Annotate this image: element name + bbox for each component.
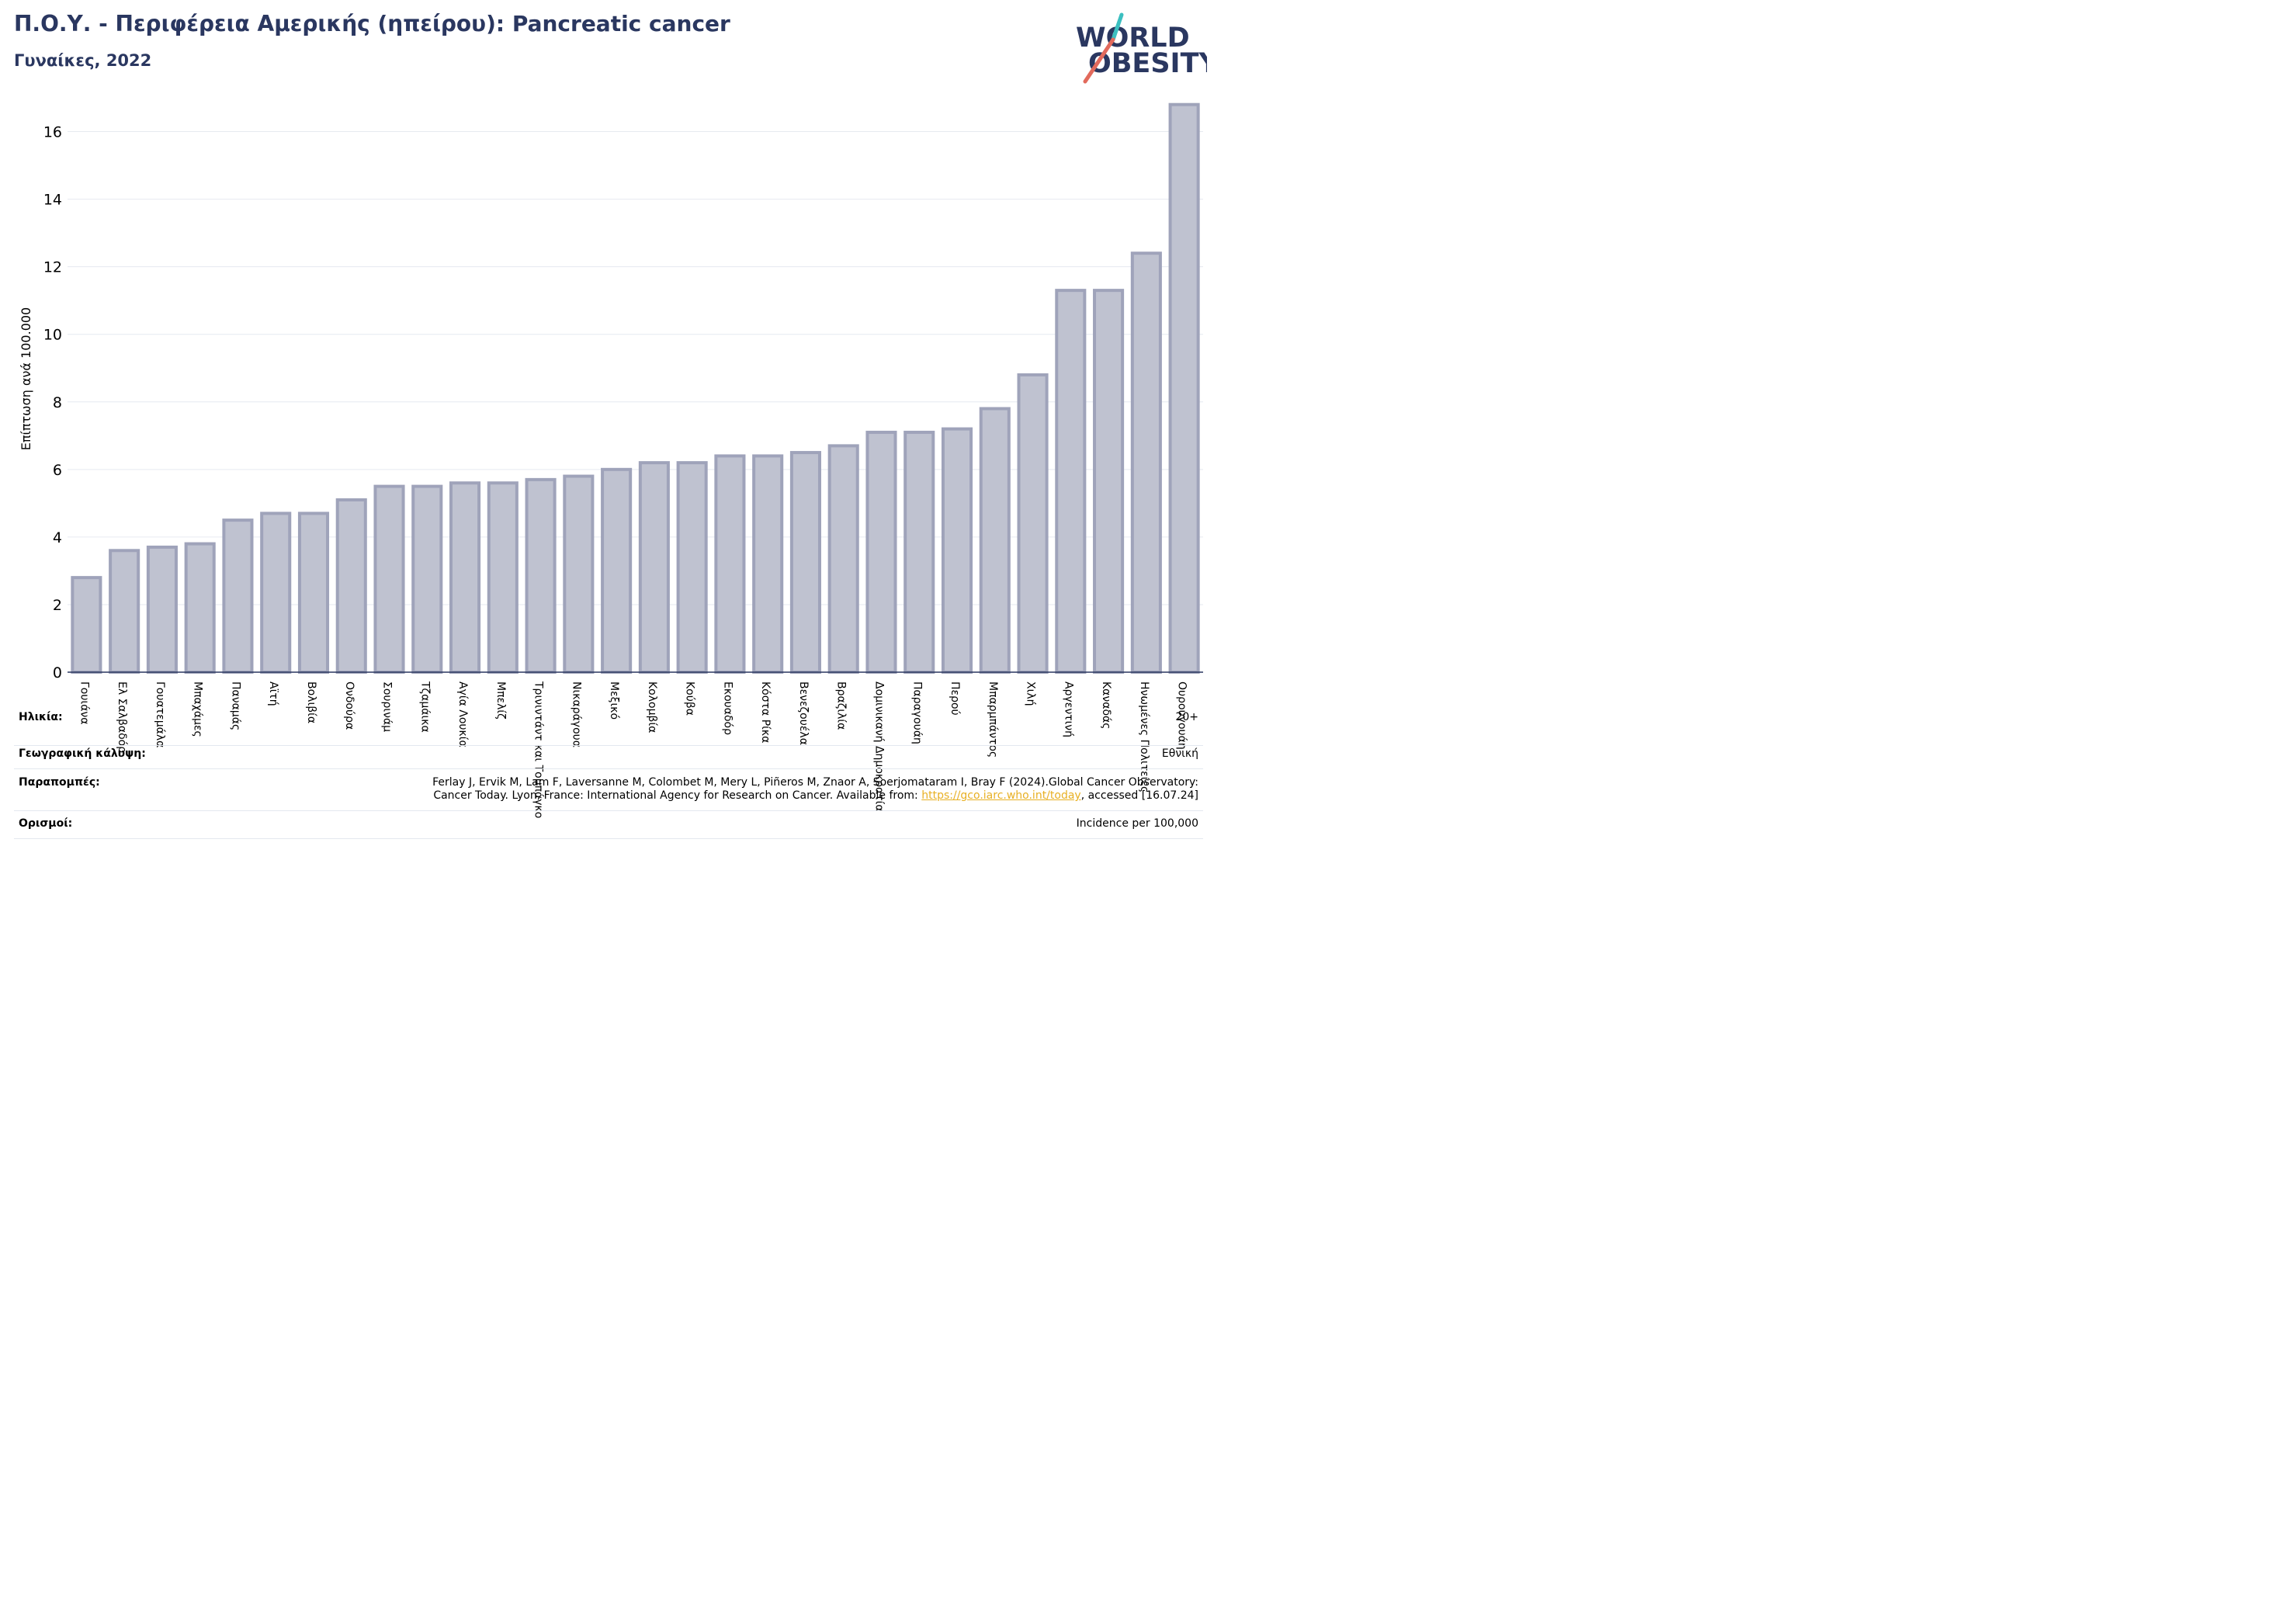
bars: [71, 102, 1200, 675]
bar: [941, 427, 973, 675]
x-tick-label: Ελ Σαλβαδόρ: [116, 681, 128, 753]
bar: [1130, 251, 1162, 674]
x-tick-label: Νικαράγουα: [570, 681, 582, 747]
bar: [789, 451, 821, 674]
bar: [1168, 102, 1200, 675]
x-tick-label: Μεξικό: [608, 681, 620, 720]
x-tick-label: Τζαμάικα: [418, 681, 431, 733]
logo-text-world: WORLD: [1076, 23, 1190, 54]
bar: [411, 484, 443, 675]
x-tick-label: Παραγουάη: [910, 681, 923, 744]
x-tick-label: Σουρινάμ: [381, 681, 394, 732]
references-value: Ferlay J, Ervik M, Lam F, Laversanne M, …: [432, 776, 1198, 803]
y-tick-label: 16: [43, 124, 62, 141]
bar: [109, 549, 140, 675]
bar: [449, 481, 481, 674]
bar: [335, 498, 367, 674]
x-tick-label: Περού: [949, 681, 961, 716]
bar: [146, 545, 178, 674]
references-link[interactable]: https://gco.iarc.who.int/today: [921, 789, 1081, 802]
y-tick-label: 0: [53, 664, 62, 681]
bar: [714, 454, 746, 674]
x-tick-label: Ουρουγουάη: [1176, 681, 1188, 750]
coverage-label: Γεωγραφική κάλυψη:: [19, 747, 146, 760]
bar: [487, 481, 519, 674]
x-tick-label: Κούβα: [684, 681, 696, 716]
x-tick-label: Τρινιντάντ και Τομπάγκο: [532, 681, 545, 818]
age-value: 20+: [1175, 711, 1198, 723]
y-tick-label: 10: [43, 327, 62, 344]
bar: [752, 454, 784, 674]
chart-title: Π.Ο.Υ. - Περιφέρεια Αμερικής (ηπείρου): …: [14, 11, 730, 36]
logo-slash-teal: [1111, 12, 1124, 42]
x-tick-label: Ηνωμένες Πολιτείες: [1138, 681, 1150, 792]
chart-subtitle: Γυναίκες, 2022: [14, 51, 152, 70]
coverage-value: Εθνική: [1161, 747, 1198, 760]
bar: [184, 542, 216, 675]
references-line-1: Ferlay J, Ervik M, Lam F, Laversanne M, …: [432, 776, 1198, 789]
bar: [903, 430, 935, 674]
bar: [1017, 373, 1049, 674]
x-tick-label: Μπαρμπάντος: [987, 681, 999, 758]
bar: [638, 461, 670, 675]
meta-row-coverage: Γεωγραφική κάλυψη: Εθνική: [14, 745, 1203, 769]
x-tick-label: Αργεντινή: [1062, 681, 1074, 737]
bar-chart: 0 2 4 6 8 10 12 14 16 Γουιάνα Ελ Σαλβαδόρ Γουατεμά…: [19, 102, 1203, 818]
x-tick-label: Αγία Λουκία: [456, 681, 469, 747]
bar: [676, 461, 708, 675]
bar: [373, 484, 405, 675]
meta-row-age: Ηλικία: 20+: [14, 703, 1203, 746]
x-tick-label: Μπελίζ: [494, 681, 507, 720]
x-tick-label: Αϊτή: [267, 681, 279, 706]
references-line-2: Cancer Today. Lyon, France: Internationa…: [432, 789, 1198, 803]
age-label: Ηλικία:: [19, 711, 63, 723]
bar: [297, 512, 330, 674]
bar: [71, 576, 102, 675]
x-tick-label: Μπαχάμες: [192, 681, 204, 737]
x-tick-label: Βολιβία: [305, 681, 317, 723]
gridlines: [68, 131, 1203, 605]
y-tick-label: 2: [53, 597, 62, 614]
references-line-2-pre: Cancer Today. Lyon, France: Internationa…: [433, 789, 922, 802]
meta-row-references: Παραπομπές: Ferlay J, Ervik M, Lam F, La…: [14, 768, 1203, 811]
bar: [601, 467, 633, 675]
bar: [260, 512, 292, 674]
references-line-2-post: , accessed [16.07.24]: [1080, 789, 1198, 802]
logo-text-obesity: OBESITY: [1088, 48, 1207, 79]
x-tick-label: Γουατεμάλα: [154, 681, 166, 747]
y-tick-label: 4: [53, 529, 62, 546]
x-tick-label: Δομινικανή Δημοκρατία: [872, 681, 885, 812]
x-tick-label: Βενεζουέλα: [797, 681, 810, 745]
bar: [525, 477, 557, 674]
bar: [865, 430, 897, 674]
x-tick-label: Κολομβία: [646, 681, 658, 733]
bar: [1055, 289, 1087, 674]
y-tick-label: 14: [43, 192, 62, 209]
x-tick-label: Χιλή: [1025, 681, 1037, 706]
bar: [222, 518, 254, 675]
references-label: Παραπομπές:: [19, 776, 100, 789]
y-axis-label: Επίπτωση ανά 100.000: [19, 307, 33, 450]
y-axis-ticks: 0 2 4 6 8 10 12 14 16: [43, 124, 62, 681]
logo-slash-coral: [1083, 37, 1115, 84]
bar: [979, 407, 1011, 674]
bar: [827, 444, 859, 675]
y-tick-label: 8: [53, 394, 62, 411]
y-tick-label: 6: [53, 462, 62, 479]
x-tick-label: Παναμάς: [229, 681, 241, 730]
world-obesity-logo: WORLD OBESITY: [1076, 12, 1207, 84]
x-tick-label: Βραζιλία: [835, 681, 848, 730]
x-tick-label: Ονδούρα: [343, 681, 355, 730]
bar: [563, 474, 595, 674]
bar: [1093, 289, 1125, 674]
x-tick-label: Κόστα Ρίκα: [759, 681, 772, 743]
x-axis-labels: Γουιάνα Ελ Σαλβαδόρ Γουατεμάλα Μπαχάμες Πανα…: [78, 681, 1188, 818]
definitions-label: Ορισμοί:: [19, 817, 73, 830]
meta-row-definitions: Ορισμοί: Incidence per 100,000: [14, 810, 1203, 839]
x-tick-label: Εκουαδόρ: [721, 681, 734, 735]
x-tick-label: Καναδάς: [1100, 681, 1112, 729]
y-tick-label: 12: [43, 259, 62, 276]
x-tick-label: Γουιάνα: [78, 681, 90, 724]
definitions-value: Incidence per 100,000: [1076, 817, 1198, 830]
